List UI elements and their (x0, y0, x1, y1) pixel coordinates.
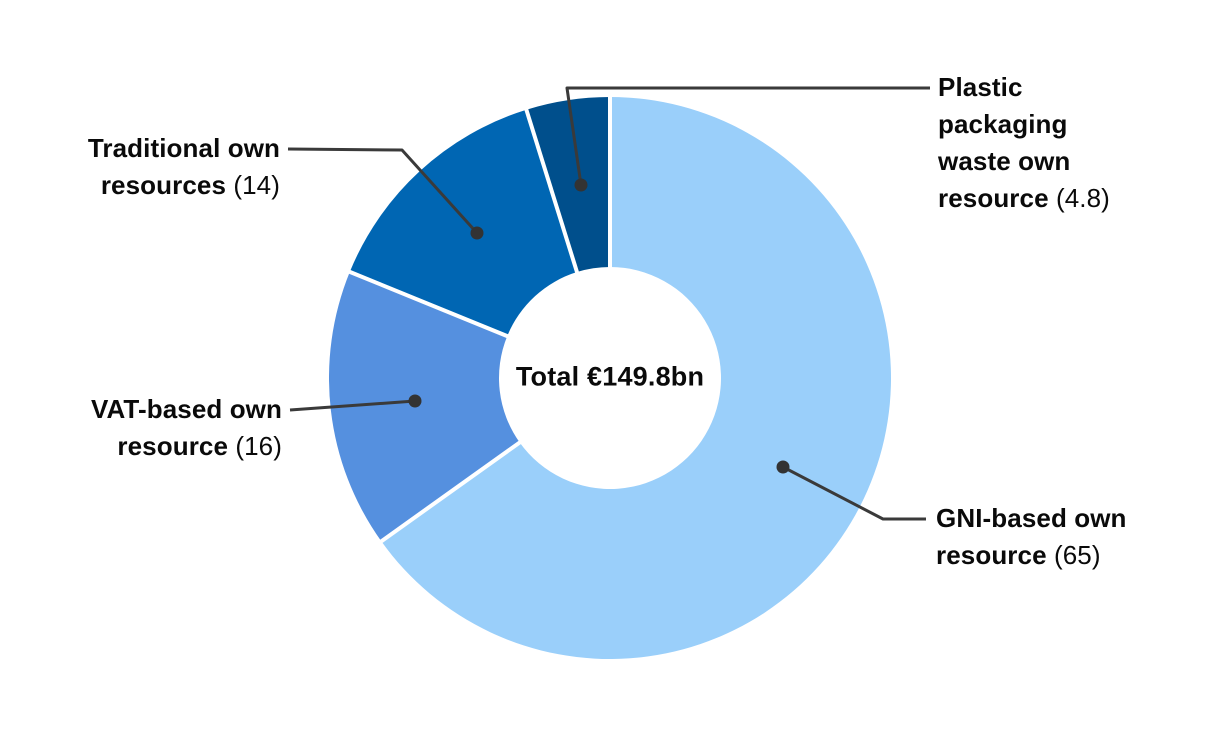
label-value: (65) (1053, 540, 1101, 570)
label-text: GNI-based own (936, 503, 1127, 533)
label-text: VAT-based own (90, 394, 282, 424)
leader-line-gni (782, 465, 926, 521)
label-text: resource (117, 431, 229, 461)
label-text: waste own (938, 146, 1071, 176)
leader-dot-gni (776, 460, 790, 474)
slice-plastic (526, 97, 610, 273)
leader-line-vat (289, 399, 416, 412)
slice-vat (329, 271, 520, 542)
label-text: packaging (938, 109, 1068, 139)
label-vat-based-own-resource: VAT-based own resource (16) (22, 391, 282, 465)
total-label: Total €149.8bn (515, 361, 705, 392)
label-text: Traditional own (87, 133, 280, 163)
label-plastic-packaging-waste-own-resource: Plastic packaging waste own resource (4.… (938, 69, 1138, 217)
slice-traditional (349, 109, 577, 337)
label-text: resource (938, 183, 1049, 213)
slice-gap (378, 439, 523, 545)
label-value: (14) (233, 170, 280, 200)
slice-gni (381, 97, 891, 659)
leader-dot-plastic (574, 178, 588, 192)
label-value: (4.8) (1055, 183, 1110, 213)
label-text: Plastic (938, 72, 1023, 102)
leader-dot-traditional (470, 226, 484, 240)
label-value: (16) (235, 431, 282, 461)
label-traditional-own-resources: Traditional own resources (14) (20, 130, 280, 204)
leader-line-plastic (565, 86, 930, 186)
label-gni-based-own-resource: GNI-based own resource (65) (936, 500, 1196, 574)
label-text: resource (936, 540, 1047, 570)
label-text: resources (100, 170, 227, 200)
leader-line-traditional (287, 147, 479, 235)
slice-gap (523, 107, 580, 275)
leader-dot-vat (408, 394, 422, 408)
slice-gap (347, 269, 510, 339)
